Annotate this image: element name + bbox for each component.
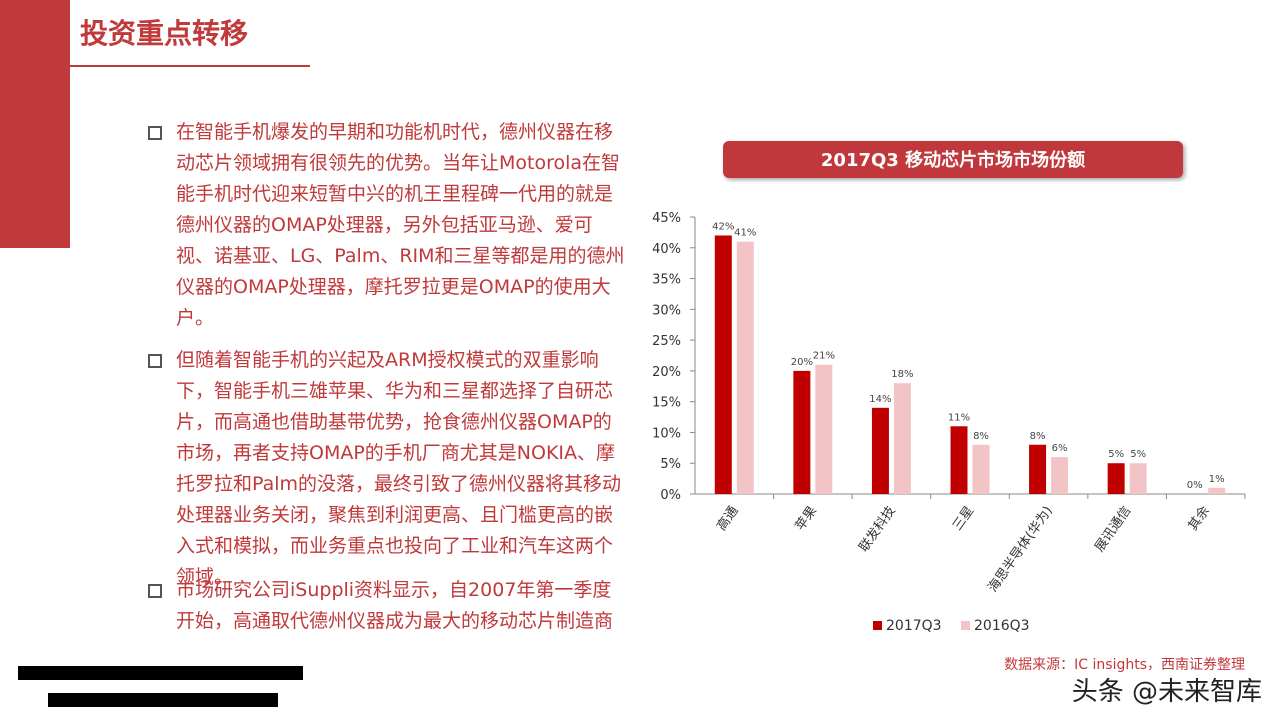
bar: [793, 370, 811, 494]
y-tick-label: 10%: [652, 426, 681, 441]
value-label: 20%: [791, 357, 813, 368]
y-tick-label: 45%: [652, 211, 681, 226]
y-tick-label: 5%: [660, 457, 681, 472]
bullet: 在智能手机爆发的早期和功能机时代，德州仪器在移动芯片领域拥有很领先的优势。当年让…: [148, 117, 628, 334]
bar: [1051, 457, 1069, 494]
x-tick-label: 海思半导体(华为): [986, 504, 1056, 595]
side-bar: [0, 0, 70, 248]
y-tick-label: 0%: [660, 488, 681, 503]
bar: [1107, 463, 1125, 494]
chart-title-box: [723, 141, 1183, 178]
bar: [714, 235, 732, 494]
value-label: 6%: [1052, 443, 1068, 454]
bullet: 市场研究公司iSuppli资料显示，自2007年第一季度开始，高通取代德州仪器成…: [148, 575, 628, 645]
bar: [1208, 487, 1226, 494]
value-label: 42%: [712, 221, 734, 232]
y-tick-label: 30%: [652, 303, 681, 318]
legend-swatch: [961, 621, 970, 630]
source: 数据来源：IC insights，西南证券整理: [1004, 657, 1245, 673]
redacted: [18, 666, 303, 680]
y-tick-label: 15%: [652, 396, 681, 411]
value-label: 5%: [1108, 449, 1124, 460]
y-tick-label: 40%: [652, 242, 681, 257]
value-label: 5%: [1130, 449, 1146, 460]
y-tick-label: 20%: [652, 365, 681, 380]
x-tick-label: 三星: [950, 504, 977, 534]
title-rule: [70, 65, 310, 67]
bullet-text: 但随着智能手机的兴起及ARM授权模式的双重影响下，智能手机三雄苹果、华为和三星都…: [176, 349, 622, 588]
bar: [815, 364, 833, 494]
y-tick-label: 35%: [652, 273, 681, 288]
bar: [871, 407, 889, 494]
value-label: 8%: [973, 431, 989, 442]
slide-title: 投资重点转移: [80, 17, 249, 50]
y-tick-label: 25%: [652, 334, 681, 349]
bar: [950, 426, 968, 494]
x-tick-label: 联发科技: [856, 503, 899, 555]
bar: [972, 444, 990, 494]
value-label: 41%: [734, 228, 756, 239]
watermark: 头条 @未来智库: [1072, 677, 1262, 707]
x-tick-label: 展讯通信: [1092, 504, 1134, 555]
bullet-text: 市场研究公司iSuppli资料显示，自2007年第一季度开始，高通取代德州仪器成…: [176, 579, 614, 632]
value-label: 21%: [813, 351, 835, 362]
value-label: 14%: [869, 394, 891, 405]
value-label: 18%: [891, 369, 913, 380]
value-label: 11%: [948, 412, 970, 423]
bar: [893, 383, 911, 494]
x-tick-label: 其余: [1185, 503, 1213, 533]
value-label: 1%: [1209, 474, 1225, 485]
value-label: 8%: [1030, 431, 1046, 442]
legend-label: 2017Q3: [886, 618, 942, 634]
redacted: [48, 693, 278, 707]
bar: [1129, 463, 1147, 494]
bar: [736, 241, 754, 494]
chart-title: 2017Q3 移动芯片市场市场份额: [821, 149, 1085, 171]
value-label: 0%: [1187, 480, 1203, 491]
x-tick-label: 高通: [714, 503, 742, 533]
x-tick-label: 苹果: [793, 504, 820, 534]
bullet: 但随着智能手机的兴起及ARM授权模式的双重影响下，智能手机三雄苹果、华为和三星都…: [148, 345, 628, 593]
legend-swatch: [873, 621, 882, 630]
legend-label: 2016Q3: [974, 618, 1030, 634]
bar: [1029, 444, 1047, 494]
bullet-text: 在智能手机爆发的早期和功能机时代，德州仪器在移动芯片领域拥有很领先的优势。当年让…: [176, 121, 625, 329]
